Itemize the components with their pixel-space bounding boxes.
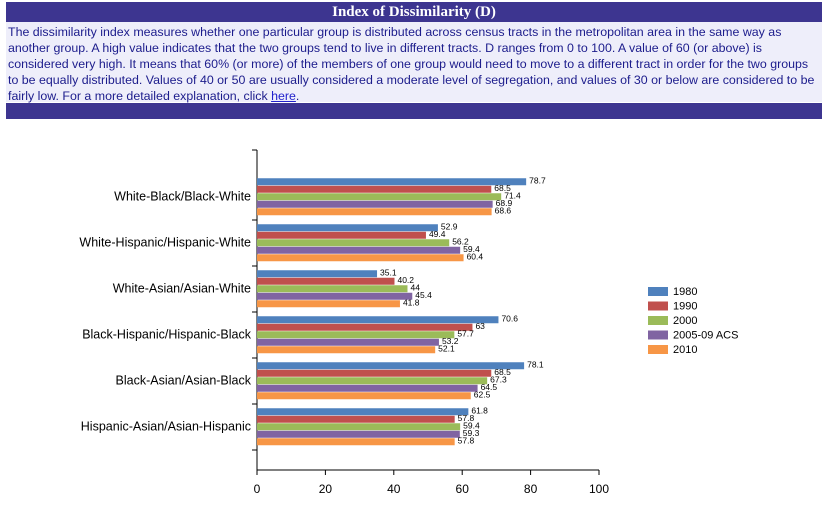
data-label: 70.6 — [501, 313, 518, 323]
bar — [257, 438, 455, 446]
x-tick-label: 60 — [456, 482, 470, 496]
bar — [257, 362, 525, 370]
bar — [257, 292, 413, 300]
bar — [257, 415, 455, 423]
description: The dissimilarity index measures whether… — [6, 22, 822, 103]
bar — [257, 300, 400, 308]
data-label: 68.9 — [496, 198, 513, 208]
data-label: 49.4 — [429, 229, 446, 239]
data-label: 68.6 — [495, 205, 512, 215]
data-label: 57.8 — [458, 413, 475, 423]
bar — [257, 323, 473, 331]
bar — [257, 377, 488, 385]
data-label: 56.2 — [452, 236, 469, 246]
bar — [257, 392, 471, 400]
data-label: 62.5 — [474, 389, 491, 399]
legend-swatch — [648, 316, 668, 325]
data-label: 41.8 — [403, 297, 420, 307]
data-label: 67.3 — [490, 374, 507, 384]
bar — [257, 193, 502, 201]
bar — [257, 277, 395, 285]
legend-swatch — [648, 287, 668, 296]
bar — [257, 208, 492, 216]
bar — [257, 270, 378, 278]
bar — [257, 346, 436, 354]
data-label: 52.9 — [441, 221, 458, 231]
bar — [257, 331, 455, 339]
bar — [257, 285, 408, 293]
y-tick-label: White-Asian/Asian-White — [113, 281, 251, 295]
data-label: 44 — [410, 282, 420, 292]
data-label: 63 — [475, 321, 485, 331]
bar — [257, 423, 461, 431]
x-tick-label: 100 — [589, 482, 609, 496]
y-tick-label: Black-Hispanic/Hispanic-Black — [82, 327, 252, 341]
data-label: 71.4 — [504, 190, 521, 200]
x-tick-label: 0 — [254, 482, 261, 496]
header-title: Index of Dissimilarity (D) — [6, 2, 822, 22]
divider — [6, 103, 822, 119]
bar — [257, 178, 527, 186]
bar — [257, 338, 439, 346]
x-tick-label: 40 — [387, 482, 401, 496]
data-label: 78.1 — [527, 359, 544, 369]
bar — [257, 224, 438, 232]
bar — [257, 430, 460, 438]
data-label: 61.8 — [471, 405, 488, 415]
legend-swatch — [648, 345, 668, 354]
x-tick-label: 20 — [319, 482, 333, 496]
data-label: 35.1 — [380, 267, 397, 277]
data-label: 57.8 — [458, 435, 475, 445]
data-label: 64.5 — [481, 382, 498, 392]
bar — [257, 408, 469, 416]
bar — [257, 239, 450, 247]
legend-swatch — [648, 330, 668, 340]
bar — [257, 369, 492, 377]
legend-label: 2000 — [673, 315, 697, 327]
bar — [257, 200, 493, 208]
y-tick-label: Black-Asian/Asian-Black — [116, 373, 252, 387]
y-tick-label: White-Hispanic/Hispanic-White — [79, 235, 251, 249]
legend-swatch — [648, 301, 668, 311]
legend-label: 2005-09 ACS — [673, 329, 738, 341]
bar — [257, 254, 464, 262]
x-tick-label: 80 — [524, 482, 538, 496]
data-label: 60.4 — [467, 251, 484, 261]
description-text: The dissimilarity index measures whether… — [8, 25, 815, 103]
data-label: 53.2 — [442, 336, 459, 346]
data-label: 59.4 — [463, 420, 480, 430]
y-tick-label: Hispanic-Asian/Asian-Hispanic — [81, 419, 251, 433]
legend-label: 2010 — [673, 344, 697, 356]
y-tick-label: White-Black/Black-White — [114, 189, 251, 203]
link[interactable]: here — [271, 89, 296, 103]
data-label: 59.3 — [463, 428, 480, 438]
data-label: 52.1 — [438, 343, 455, 353]
legend-label: 1980 — [673, 286, 697, 298]
data-label: 78.7 — [529, 175, 546, 185]
description-end: . — [295, 89, 300, 103]
data-label: 68.5 — [494, 367, 511, 377]
bar — [257, 384, 478, 392]
data-label: 68.5 — [494, 183, 511, 193]
bar — [257, 185, 492, 193]
bar — [257, 246, 461, 254]
bar — [257, 316, 499, 324]
bar — [257, 231, 426, 239]
data-label: 45.4 — [415, 290, 432, 300]
legend-label: 1990 — [673, 300, 697, 312]
data-label: 40.2 — [397, 275, 414, 285]
data-label: 57.7 — [457, 328, 474, 338]
data-label: 59.4 — [463, 244, 480, 254]
